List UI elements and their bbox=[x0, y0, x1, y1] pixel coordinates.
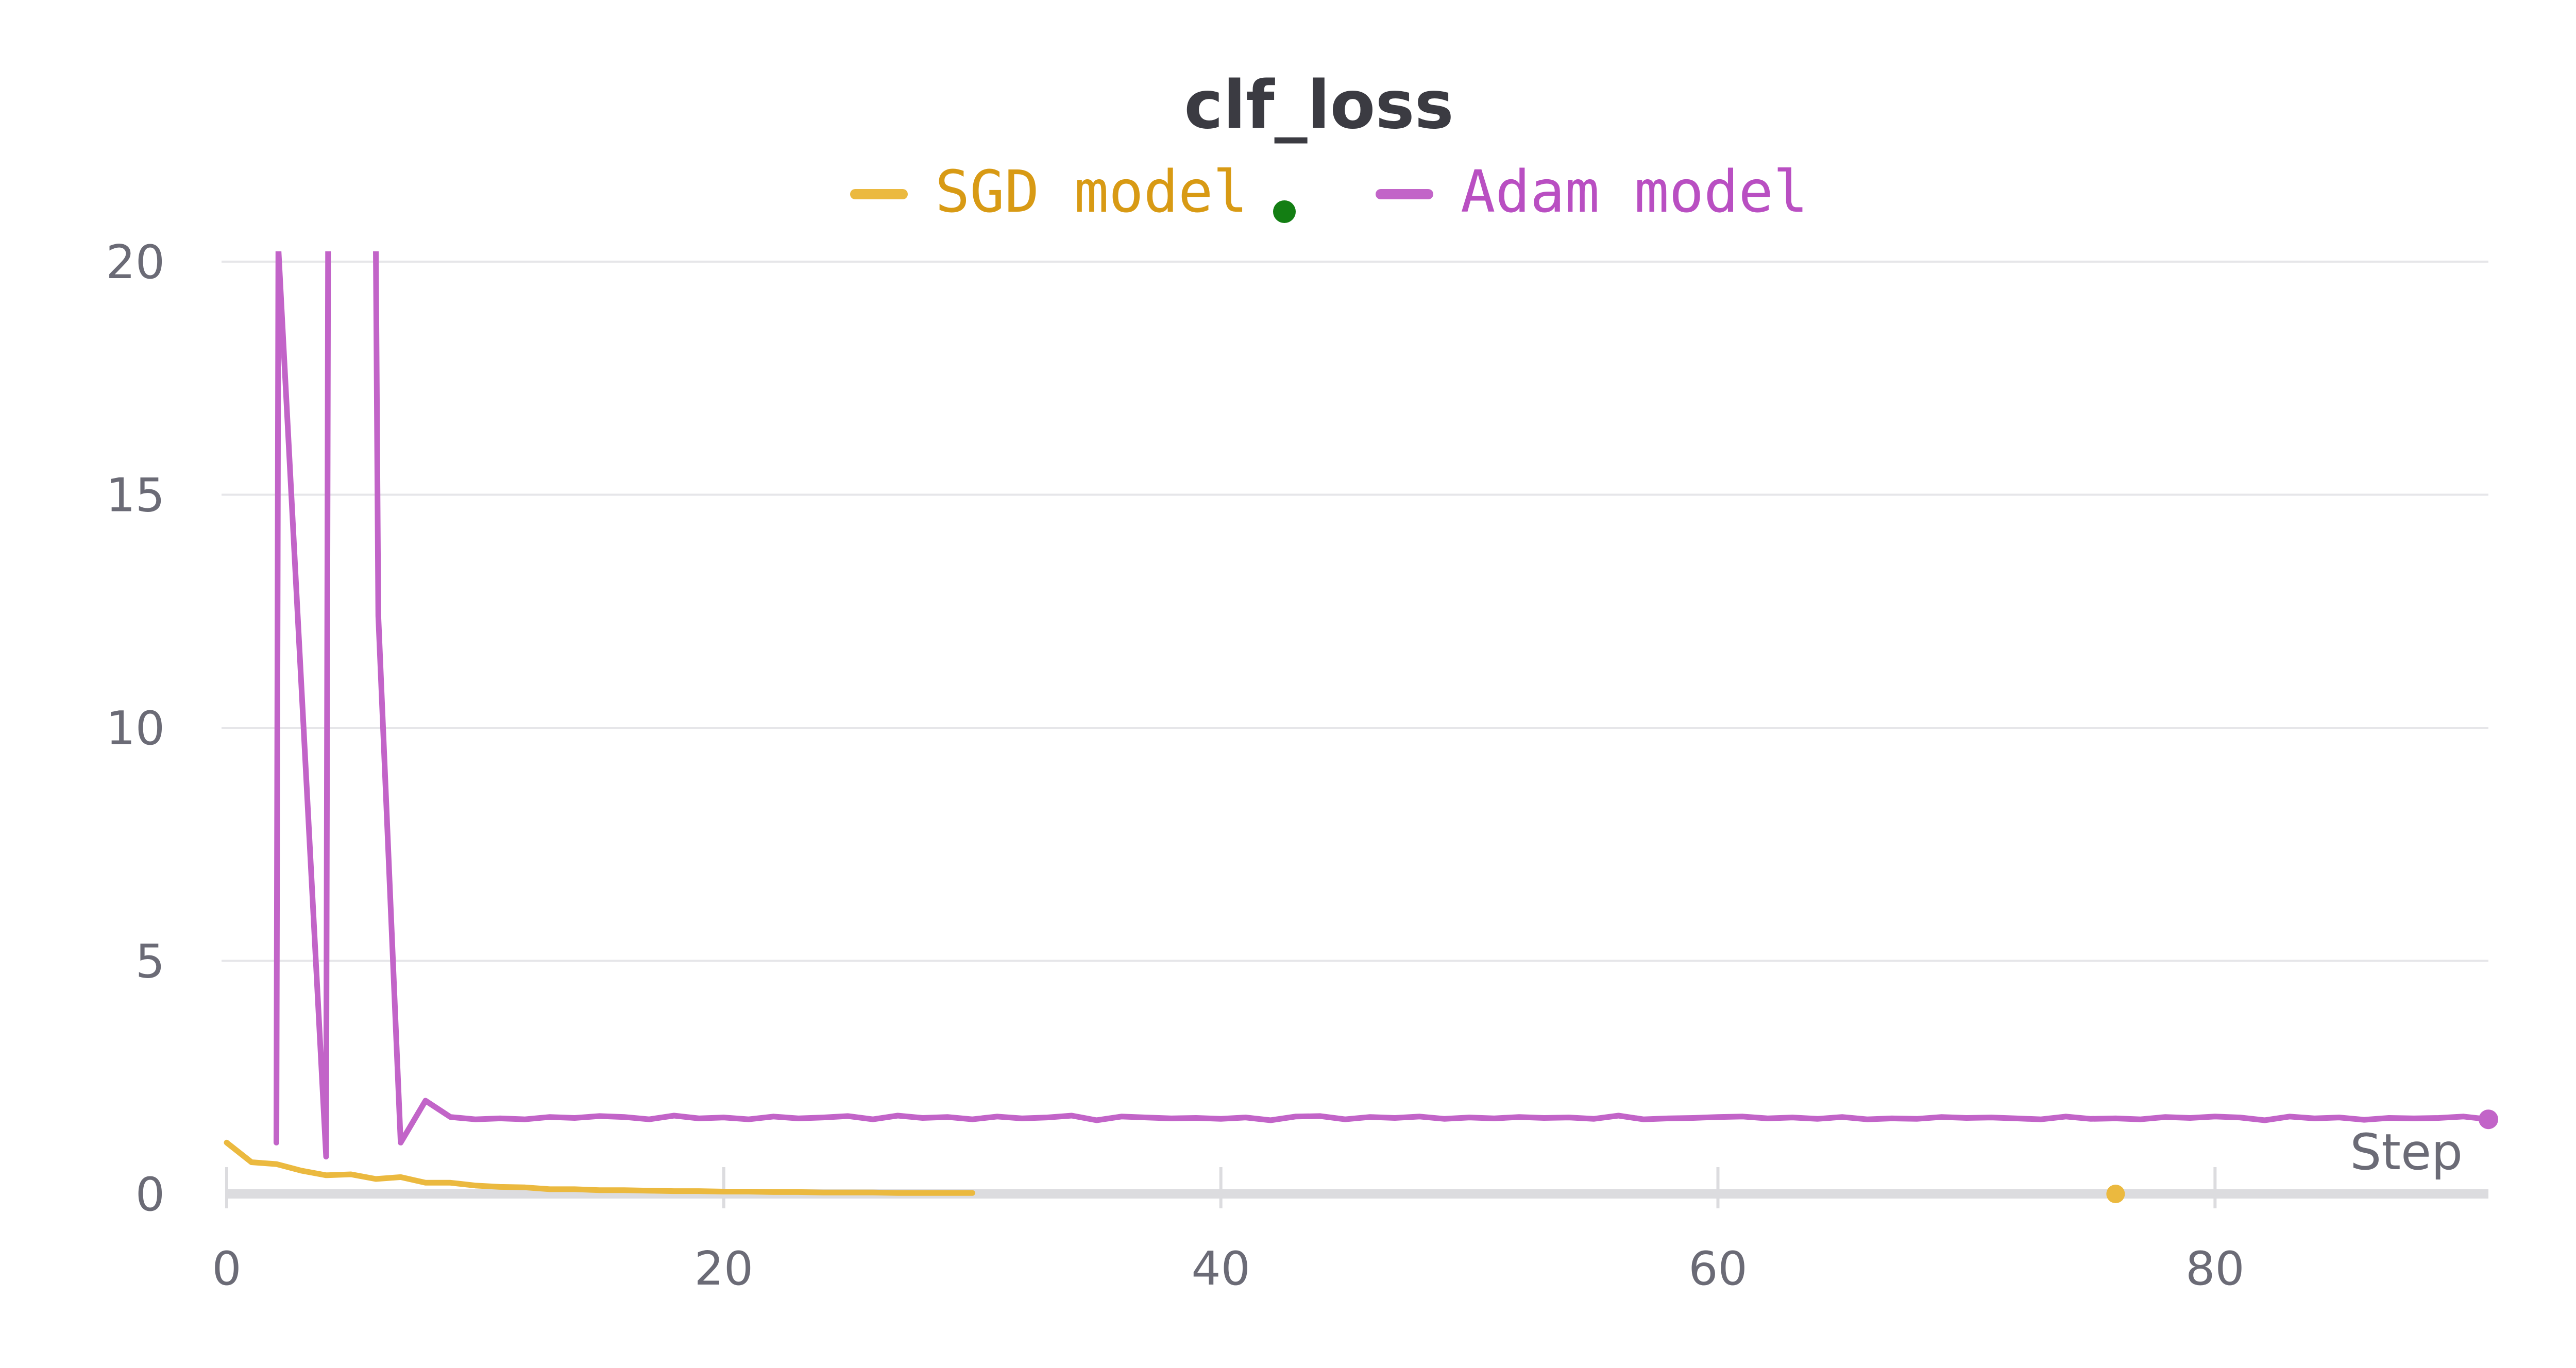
x-tick-label-20: 20 bbox=[694, 1242, 754, 1296]
y-tick-label-20: 20 bbox=[106, 235, 165, 289]
series-line-sgd[interactable] bbox=[224, 1139, 975, 1196]
x-axis: 0 20 40 60 80 bbox=[212, 1167, 2488, 1296]
x-axis-label: Step bbox=[2350, 1123, 2463, 1181]
legend-label-adam[interactable]: Adam model bbox=[1461, 159, 1808, 226]
legend-label-sgd[interactable]: SGD model bbox=[935, 159, 1248, 226]
y-tick-label-15: 15 bbox=[106, 469, 165, 523]
x-tick-label-40: 40 bbox=[1191, 1242, 1250, 1296]
series-lines[interactable] bbox=[224, 248, 2498, 1203]
x-tick-label-60: 60 bbox=[1688, 1242, 1748, 1296]
y-tick-label-10: 10 bbox=[106, 702, 165, 756]
x-tick-label-0: 0 bbox=[212, 1242, 241, 1296]
legend[interactable]: SGD model Adam model bbox=[850, 159, 1808, 226]
series-end-point-sgd[interactable] bbox=[2106, 1185, 2125, 1203]
y-tick-label-5: 5 bbox=[135, 935, 165, 989]
series-line-adam[interactable] bbox=[274, 248, 2492, 1160]
y-tick-label-0: 0 bbox=[135, 1168, 165, 1222]
x-tick-label-80: 80 bbox=[2185, 1242, 2245, 1296]
series-end-point-adam[interactable] bbox=[2479, 1109, 2498, 1130]
y-axis-ticks: 0 5 10 15 20 bbox=[106, 235, 165, 1222]
legend-status-dot bbox=[1273, 200, 1296, 223]
chart-title: clf_loss bbox=[1184, 67, 1454, 144]
grid-lines bbox=[222, 261, 2488, 962]
